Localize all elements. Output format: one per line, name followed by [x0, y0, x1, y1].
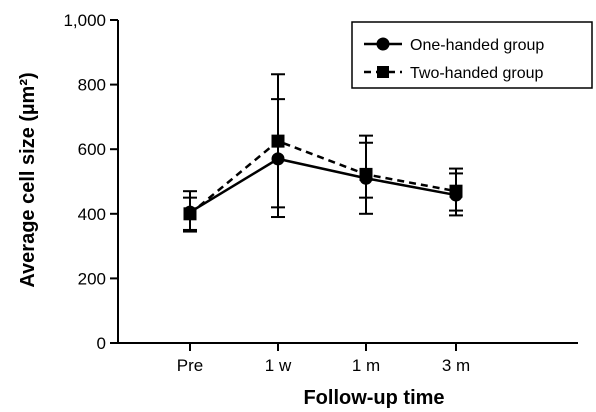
x-tick-label: 1 m — [352, 356, 380, 375]
y-tick-label: 800 — [78, 76, 106, 95]
y-tick-label: 400 — [78, 205, 106, 224]
x-ticks: Pre 1 w 1 m 3 m — [177, 343, 470, 375]
y-ticks: 0 200 400 600 800 1,000 — [63, 11, 118, 353]
y-tick-label: 0 — [97, 334, 106, 353]
data-point — [183, 205, 197, 219]
y-tick-label: 1,000 — [63, 11, 106, 30]
series-layer — [183, 73, 463, 233]
series-two-handed — [183, 73, 463, 231]
legend-item-one-handed: One-handed group — [364, 37, 544, 54]
y-tick-label: 600 — [78, 140, 106, 159]
axes — [117, 20, 578, 344]
series-one-handed — [183, 98, 463, 233]
y-tick-label: 200 — [78, 269, 106, 288]
data-point — [271, 152, 285, 166]
legend-box — [351, 21, 593, 89]
legend-marker-circle-icon — [376, 37, 390, 51]
legend-label-one-handed: One-handed group — [410, 37, 544, 54]
legend: One-handed group Two-handed group — [351, 21, 593, 89]
y-axis-title: Average cell size (µm²) — [17, 72, 39, 287]
x-axis-title: Follow-up time — [303, 387, 444, 409]
legend-item-two-handed: Two-handed group — [364, 65, 544, 82]
legend-label-two-handed: Two-handed group — [410, 65, 544, 82]
legend-marker-square-icon — [377, 66, 389, 78]
series-line — [189, 139, 457, 215]
x-tick-label: 3 m — [442, 356, 470, 375]
x-tick-label: Pre — [177, 356, 203, 375]
x-tick-label: 1 w — [265, 356, 292, 375]
data-point — [359, 171, 373, 185]
data-point — [449, 188, 463, 202]
series-line — [189, 157, 457, 214]
